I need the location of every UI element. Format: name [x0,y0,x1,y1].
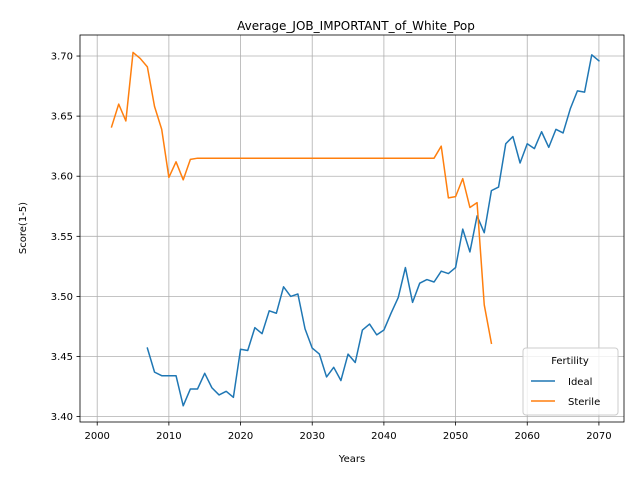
x-tick-label: 2030 [299,431,324,442]
legend: Fertility Ideal Sterile [522,347,619,416]
y-tick-label: 3.70 [51,52,73,63]
x-tick-label: 2020 [228,431,253,442]
legend-title: Fertility [551,356,589,367]
legend-label-ideal: Ideal [568,377,592,388]
y-tick-label: 3.60 [51,172,73,183]
y-axis-label: Score(1-5) [18,202,29,254]
series-line-ideal [146,54,600,407]
y-tick-label: 3.45 [51,352,73,363]
x-tick-label: 2070 [586,431,611,442]
x-tick-label: 2040 [371,431,396,442]
y-tick-label: 3.50 [51,292,73,303]
y-tick-label: 3.55 [51,232,73,243]
series-line-sterile [110,51,493,345]
series-lines [110,51,600,407]
axis-ticks: 2000 2010 2020 2030 2040 2050 2060 2070 3.40 3.45… [51,52,612,442]
legend-label-sterile: Sterile [568,397,600,408]
y-tick-label: 3.65 [51,112,73,123]
x-tick-label: 2060 [515,431,540,442]
x-axis-label: Years [338,454,365,465]
plot-area-frame [79,34,625,423]
x-tick-label: 2000 [84,431,109,442]
x-tick-label: 2050 [443,431,468,442]
y-tick-label: 3.40 [51,412,73,423]
legend-box [522,347,619,416]
chart-title: Average_JOB_IMPORTANT_of_White_Pop [237,19,475,33]
x-tick-label: 2010 [156,431,181,442]
